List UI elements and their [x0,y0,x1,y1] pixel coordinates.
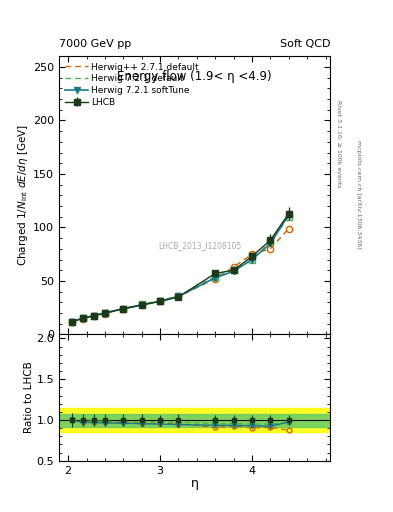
Herwig 7.2.1 default [213,273,218,280]
Herwig++ 2.7.1 default [213,275,218,282]
Herwig++ 2.7.1 default [286,225,291,231]
Herwig 7.2.1 softTune [176,293,181,300]
Herwig++ 2.7.1 default [158,298,162,304]
Herwig 7.2.1 softTune [140,302,144,308]
Herwig 7.2.1 softTune [121,306,126,312]
Text: Energy flow (1.9< η <4.9): Energy flow (1.9< η <4.9) [117,70,272,83]
Line: Herwig 7.2.1 softTune: Herwig 7.2.1 softTune [69,211,292,325]
Herwig 7.2.1 softTune [213,274,218,281]
Herwig++ 2.7.1 default [103,310,107,316]
Herwig++ 2.7.1 default [140,302,144,308]
Text: mcplots.cern.ch [arXiv:1306.3436]: mcplots.cern.ch [arXiv:1306.3436] [356,140,361,249]
Herwig 7.2.1 default [176,293,181,299]
Herwig++ 2.7.1 default [92,313,96,319]
Herwig 7.2.1 default [92,313,96,319]
Text: 7000 GeV pp: 7000 GeV pp [59,38,131,49]
Herwig 7.2.1 default [286,214,291,220]
Text: LHCB_2013_I1208105: LHCB_2013_I1208105 [158,241,242,250]
Herwig 7.2.1 softTune [268,241,273,247]
Y-axis label: Ratio to LHCB: Ratio to LHCB [24,361,33,434]
Herwig 7.2.1 softTune [103,310,107,316]
X-axis label: η: η [191,477,198,490]
Herwig 7.2.1 softTune [250,257,254,263]
Text: Soft QCD: Soft QCD [280,38,330,49]
Herwig++ 2.7.1 default [268,246,273,252]
Herwig 7.2.1 default [70,318,74,325]
Line: Herwig++ 2.7.1 default: Herwig++ 2.7.1 default [72,228,289,322]
Text: Rivet 3.1.10, ≥ 100k events: Rivet 3.1.10, ≥ 100k events [336,99,341,187]
Herwig++ 2.7.1 default [70,318,74,325]
Herwig 7.2.1 softTune [92,313,96,319]
Herwig 7.2.1 default [140,302,144,308]
Herwig++ 2.7.1 default [231,264,236,270]
Herwig 7.2.1 default [121,306,126,312]
Herwig 7.2.1 softTune [286,211,291,218]
Y-axis label: Charged $1/N_{\rm int}$ $dE/d\eta$ [GeV]: Charged $1/N_{\rm int}$ $dE/d\eta$ [GeV] [16,124,30,266]
Herwig 7.2.1 default [81,315,85,322]
Herwig++ 2.7.1 default [121,306,126,312]
Herwig 7.2.1 default [250,257,254,263]
Herwig 7.2.1 default [231,267,236,273]
Line: Herwig 7.2.1 default: Herwig 7.2.1 default [72,217,289,322]
Herwig 7.2.1 default [103,310,107,316]
Herwig 7.2.1 softTune [70,318,74,325]
Herwig 7.2.1 softTune [231,268,236,274]
Herwig 7.2.1 softTune [81,315,85,322]
Herwig 7.2.1 default [268,239,273,245]
Herwig++ 2.7.1 default [176,293,181,300]
Herwig 7.2.1 default [158,297,162,304]
Herwig++ 2.7.1 default [250,251,254,257]
Legend: Herwig++ 2.7.1 default, Herwig 7.2.1 default, Herwig 7.2.1 softTune, LHCB: Herwig++ 2.7.1 default, Herwig 7.2.1 def… [63,61,201,109]
Herwig 7.2.1 softTune [158,298,162,304]
Herwig++ 2.7.1 default [81,316,85,322]
